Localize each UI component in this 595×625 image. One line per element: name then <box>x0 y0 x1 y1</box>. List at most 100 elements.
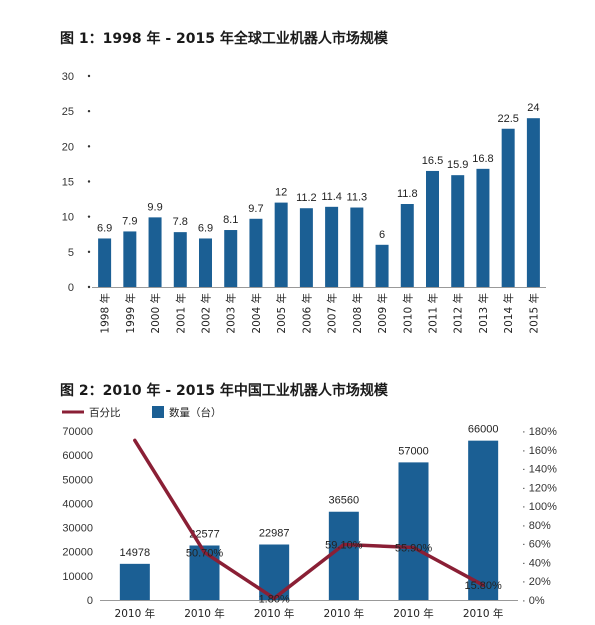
bar <box>199 238 212 287</box>
line-data-label: 15.80% <box>465 580 503 592</box>
x-category-label: 2002 年 <box>200 293 213 334</box>
y-tick-label: 30 <box>62 71 74 83</box>
x-category-label: 2004 年 <box>250 293 263 334</box>
right-y-tick-label: · 160% <box>522 445 557 457</box>
x-category-label: 2010 年 <box>393 607 434 620</box>
left-y-tick-label: 10000 <box>62 571 93 583</box>
x-category-label: 2010 年 <box>254 607 295 620</box>
bar <box>400 204 414 287</box>
right-y-tick-label: · 20% <box>522 576 551 588</box>
x-category-label: 2008 年 <box>351 293 364 334</box>
data-label: 11.3 <box>347 192 368 204</box>
data-label: 6.9 <box>97 222 112 234</box>
right-y-tick-label: · 0% <box>522 595 545 607</box>
bar-data-label: 22987 <box>259 528 290 540</box>
y-tick-label: 20 <box>62 141 74 153</box>
left-y-tick-label: 20000 <box>62 547 93 559</box>
y-tick-label: 25 <box>62 106 74 118</box>
bar <box>123 231 137 287</box>
bar <box>189 545 220 600</box>
data-label: 11.4 <box>321 191 342 203</box>
chart1-title: 图 1：1998 年 - 2015 年全球工业机器人市场规模 <box>60 31 388 47</box>
x-category-label: 2010 年 <box>184 607 225 620</box>
bar <box>375 244 389 287</box>
data-label: 7.9 <box>122 215 137 227</box>
data-label: 11.8 <box>397 188 418 200</box>
legend-line-label: 百分比 <box>89 406 121 419</box>
bar <box>350 207 364 287</box>
y-tick-label: 15 <box>62 177 74 189</box>
x-category-label: 2013 年 <box>477 293 490 334</box>
y-tick-label: 5 <box>68 247 74 259</box>
right-y-tick-label: · 40% <box>522 557 551 569</box>
data-label: 9.9 <box>147 201 162 213</box>
bar-data-label: 36560 <box>329 495 360 507</box>
legend-bar-swatch <box>152 406 164 418</box>
bar <box>173 232 187 287</box>
right-y-tick-label: · 120% <box>522 482 557 494</box>
x-category-label: 2005 年 <box>275 293 288 334</box>
right-y-tick-label: · 140% <box>522 464 557 476</box>
y-tick-mark <box>87 109 91 113</box>
y-tick-mark <box>87 215 91 218</box>
data-label: 11.2 <box>296 192 317 204</box>
x-category-label: 2003 年 <box>225 293 238 334</box>
right-y-tick-label: · 100% <box>522 501 557 513</box>
left-y-tick-label: 60000 <box>62 450 93 462</box>
legend-bar-label: 数量（台） <box>169 406 222 419</box>
bar <box>274 202 288 287</box>
bar-data-label: 57000 <box>398 445 429 457</box>
y-tick-mark <box>87 74 91 78</box>
y-tick-mark <box>87 180 91 183</box>
data-label: 16.8 <box>472 153 493 165</box>
bar-data-label: 14978 <box>120 547 151 559</box>
chart2-title: 图 2：2010 年 - 2015 年中国工业机器人市场规模 <box>60 383 388 399</box>
data-label: 9.7 <box>248 203 263 215</box>
x-category-label: 1998 年 <box>99 293 112 334</box>
y-tick-mark <box>87 145 91 148</box>
line-data-label: 59.10% <box>325 540 363 552</box>
left-y-tick-label: 50000 <box>62 474 93 486</box>
bar <box>468 440 499 600</box>
bar <box>398 462 429 600</box>
left-y-tick-label: 70000 <box>62 426 93 438</box>
bar <box>526 118 540 287</box>
bar <box>426 170 439 287</box>
x-category-label: 2007 年 <box>326 293 339 334</box>
bar-data-label: 66000 <box>468 424 499 436</box>
bar <box>451 175 465 287</box>
x-category-label: 2012 年 <box>452 293 465 334</box>
line-data-label: 55.90% <box>395 543 433 555</box>
bar <box>98 238 112 287</box>
data-label: 6.9 <box>198 222 213 234</box>
x-category-label: 2010 年 <box>401 293 414 334</box>
bar <box>148 217 162 287</box>
x-category-label: 2010 年 <box>115 607 156 620</box>
data-label: 12 <box>275 187 287 199</box>
line-data-label: 50.70% <box>186 547 224 559</box>
left-y-tick-label: 40000 <box>62 498 93 510</box>
right-y-tick-label: · 180% <box>522 426 557 438</box>
data-label: 6 <box>379 229 385 241</box>
data-label: 16.5 <box>422 155 443 167</box>
left-y-tick-label: 0 <box>87 595 93 607</box>
y-tick-label: 0 <box>68 282 74 294</box>
y-tick-label: 10 <box>62 212 74 224</box>
x-category-label: 2010 年 <box>324 607 365 620</box>
data-label: 7.8 <box>173 216 188 228</box>
line-data-label: 1.80% <box>259 593 290 605</box>
bar <box>224 230 238 287</box>
x-category-label: 2009 年 <box>376 293 389 334</box>
percentage-line <box>133 438 485 601</box>
chart1-global-robot-market: 0 5 10 15 20 25 30 6.9 1998 年 7.9 1999 年 9.9 2000 年 7… <box>62 71 546 334</box>
data-label: 24 <box>527 102 539 114</box>
right-y-tick-label: · 80% <box>522 520 551 532</box>
bar <box>325 206 339 287</box>
bar <box>249 218 263 287</box>
x-category-label: 1999 年 <box>124 293 137 334</box>
bar <box>299 208 313 287</box>
x-category-label: 2001 年 <box>174 293 187 334</box>
data-label: 22.5 <box>497 113 518 125</box>
x-category-label: 2015 年 <box>527 293 540 334</box>
